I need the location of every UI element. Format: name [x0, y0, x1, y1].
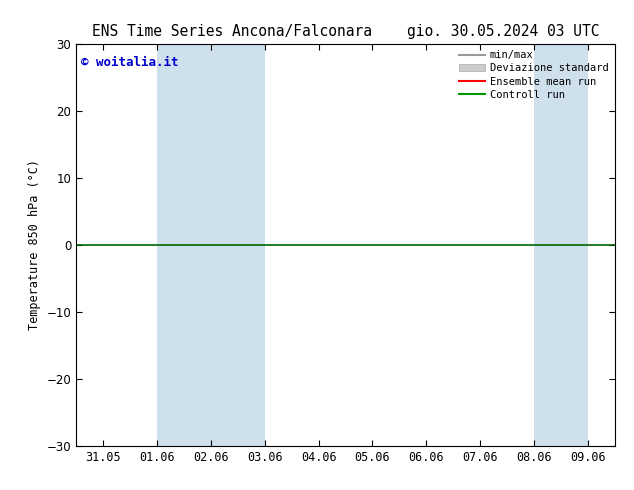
Bar — [157, 44, 210, 446]
Bar — [534, 44, 588, 446]
Title: ENS Time Series Ancona/Falconara    gio. 30.05.2024 03 UTC: ENS Time Series Ancona/Falconara gio. 30… — [92, 24, 599, 39]
Text: © woitalia.it: © woitalia.it — [81, 56, 179, 69]
Bar — [210, 44, 265, 446]
Y-axis label: Temperature 850 hPa (°C): Temperature 850 hPa (°C) — [28, 160, 41, 330]
Legend: min/max, Deviazione standard, Ensemble mean run, Controll run: min/max, Deviazione standard, Ensemble m… — [455, 46, 613, 104]
